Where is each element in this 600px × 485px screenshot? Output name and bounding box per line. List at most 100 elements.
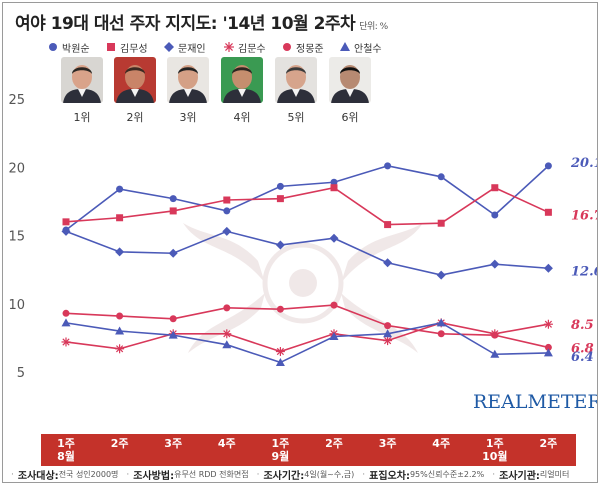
legend-marker-icon [164,42,174,52]
footer-value: 리얼미터 [539,470,570,479]
legend-label: 안철수 [354,43,382,55]
data-point [437,219,445,227]
x-tick-label: 1주 10월 [470,437,520,463]
y-tick-label: 20 [8,161,25,176]
data-point [275,347,285,357]
rank-label: 3위 [179,111,197,124]
data-point [168,248,178,258]
footer-value: 4일(월~수,금) [304,470,355,479]
x-tick-label: 2주 [95,437,145,450]
portrait-image [275,57,317,103]
x-tick-label: 2주 [309,437,359,450]
series-line [65,186,549,226]
legend-marker-icon [340,42,350,51]
data-point [222,329,232,339]
data-point [384,221,392,229]
data-point [116,214,124,222]
data-point [62,218,70,226]
portrait-image [329,57,371,103]
x-tick-week: 1주 [485,437,504,450]
data-point [544,162,552,170]
legend-marker-icon [224,42,234,52]
data-point [115,326,125,335]
series-line [65,304,549,349]
rank-label: 1위 [73,111,91,124]
x-tick-label: 1주 9월 [255,437,305,463]
data-point [61,337,71,347]
title-text: 여야 19대 대선 주자 지지도: '14년 10월 2주차 [15,14,356,34]
rank-label: 4위 [233,111,251,124]
data-point [543,348,553,357]
end-value-label: 16.7 [571,208,597,223]
data-point [223,207,231,215]
footer-separator: · [256,469,260,480]
legend-label: 정몽준 [296,43,324,55]
data-point [116,312,124,320]
x-tick-label: 1주 8월 [41,437,91,463]
footer-value: 유무선 RDD 전화면접 [174,470,249,479]
data-point [275,357,285,366]
data-point [330,301,338,309]
x-tick-month: 8월 [57,450,75,463]
legend-item: 문재인 [163,39,206,55]
y-tick-label: 5 [17,366,25,381]
data-point [61,318,71,327]
data-point [544,343,552,351]
data-point [276,305,284,313]
series-line [65,165,549,231]
portrait-image [114,57,156,103]
data-point [223,196,231,204]
x-tick-label: 3주 [363,437,413,450]
footer-value: 95%신뢰수준±2.2% [409,470,485,479]
data-point [490,259,500,269]
data-point [222,226,232,236]
x-tick-week: 4주 [217,437,236,450]
footer-separator: · [11,469,14,480]
legend-marker-icon [283,43,291,51]
series-line [65,322,549,353]
data-point [383,336,393,346]
footer-label: 조사기관: [499,471,540,482]
x-tick-week: 4주 [432,437,451,450]
footer-label: 조사대상: [17,471,59,482]
end-value-label: 12.6 [571,264,597,279]
data-point [491,211,499,219]
data-point [491,331,499,339]
end-value-label: 8.5 [571,318,594,333]
rank-label: 6위 [341,111,359,124]
portrait-image [61,57,103,103]
x-tick-label: 3주 [148,437,198,450]
series-line [65,322,549,364]
brand-logo: REALMETER [473,391,598,413]
x-tick-week: 1주 [271,437,290,450]
data-point [168,330,178,339]
legend-item: 김문수 [223,39,266,55]
data-point [115,247,125,257]
footer-label: 조사기간: [263,471,305,482]
data-point [169,195,177,203]
legend: 박원순 김무성 문재인 김문수 정몽준 안철수 [47,39,567,55]
rank-label: 5위 [287,111,305,124]
footer-separator: · [492,469,496,480]
data-point [544,208,552,216]
unit-label: 단위: % [359,22,388,32]
x-tick-month: 9월 [271,450,290,463]
rank-label: 2위 [126,111,144,124]
legend-item: 박원순 [47,39,90,55]
portrait-image [221,57,263,103]
data-point [437,173,445,181]
series-line [65,230,549,276]
footer-label: 조사방법: [133,471,175,482]
x-axis-band: 1주 8월 2주 3주 4주 1주 9월 2주 3주 4주 1주 10월 2주 [41,434,576,466]
x-tick-label: 4주 [202,437,252,450]
data-point [383,258,393,268]
data-point [383,329,393,338]
footer-separator: · [126,469,130,480]
survey-footer: · 조사대상: 전국 성인2000명 · 조사방법: 유무선 RDD 전화면접 · 조사기… [3,467,597,483]
x-tick-week: 2주 [110,437,129,450]
legend-item: 안철수 [339,39,382,55]
data-point [490,349,500,358]
legend-item: 김무성 [105,39,148,55]
x-tick-label: 2주 [523,437,573,450]
